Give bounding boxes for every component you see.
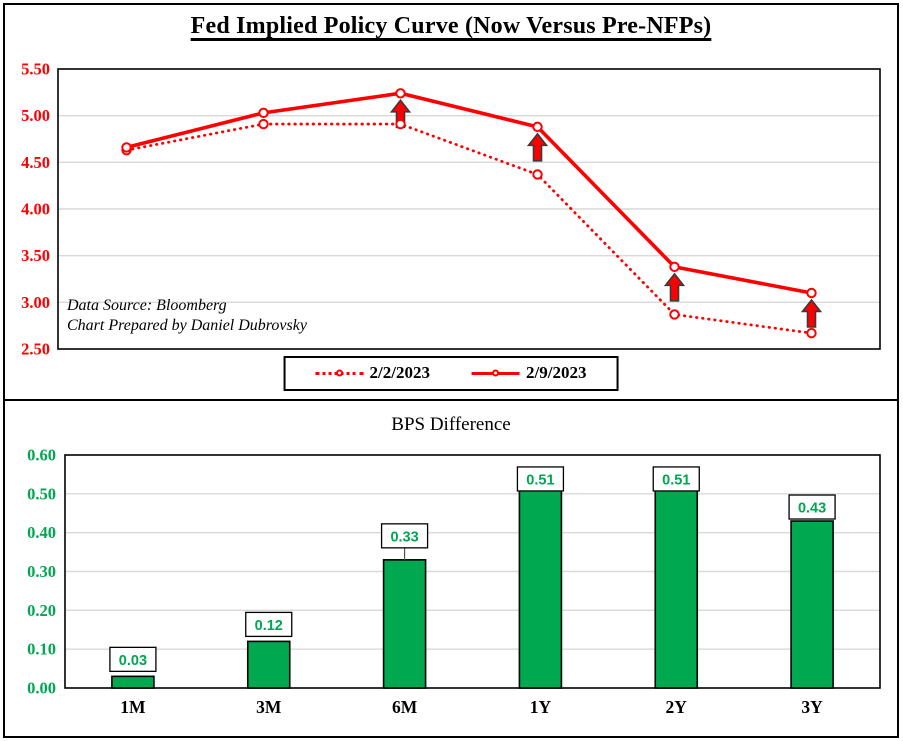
value-label: 0.03 bbox=[119, 653, 147, 669]
x-axis-category-label: 1M bbox=[120, 697, 146, 717]
legend-label: 2/2/2023 bbox=[369, 363, 430, 382]
legend: 2/2/2023 2/9/2023 bbox=[283, 356, 619, 391]
x-axis-category-label: 1Y bbox=[530, 697, 552, 717]
plot-border bbox=[57, 68, 881, 350]
legend-item-solid: 2/9/2023 bbox=[472, 363, 586, 383]
data-source-note: Data Source: Bloomberg bbox=[67, 297, 227, 314]
x-axis-category-label: 3Y bbox=[801, 697, 823, 717]
legend-item-dotted: 2/2/2023 bbox=[315, 363, 430, 383]
value-label-box bbox=[652, 466, 700, 492]
y-axis-tick-label: 0.00 bbox=[27, 679, 56, 698]
page-title: Fed Implied Policy Curve (Now Versus Pre… bbox=[190, 13, 712, 39]
y-axis-tick-label: 5.00 bbox=[21, 106, 50, 125]
y-axis-tick-label: 0.10 bbox=[27, 640, 56, 659]
x-axis-category-label: 3M bbox=[256, 697, 282, 717]
data-point-marker bbox=[121, 142, 132, 153]
data-point-marker bbox=[395, 118, 406, 130]
series-line-dotted bbox=[125, 122, 813, 335]
y-axis-tick-label: 5.50 bbox=[21, 60, 50, 79]
data-point-marker bbox=[806, 287, 817, 299]
chart-frame: Fed Implied Policy Curve (Now Versus Pre… bbox=[3, 3, 899, 738]
up-arrow-icon bbox=[526, 132, 549, 162]
bar-chart-panel: BPS Difference 0.60 0.50 0.40 0.30 0.20 0.10 0… bbox=[5, 401, 897, 734]
bar bbox=[246, 640, 291, 689]
data-point-marker bbox=[806, 327, 817, 339]
bar bbox=[382, 559, 427, 689]
legend-label: 2/9/2023 bbox=[526, 363, 587, 382]
y-axis-tick-label: 0.30 bbox=[27, 562, 56, 581]
value-label-box bbox=[516, 466, 565, 492]
y-axis-tick-label: 0.50 bbox=[27, 484, 56, 503]
circle-marker-icon bbox=[492, 369, 500, 377]
y-axis-tick-label: 0.60 bbox=[27, 446, 56, 465]
y-axis-tick-label: 4.50 bbox=[21, 153, 50, 172]
data-point-marker bbox=[532, 169, 543, 180]
prepared-by-note: Chart Prepared by Daniel Dubrovsky bbox=[67, 317, 307, 334]
y-axis-tick-label: 0.40 bbox=[27, 523, 56, 542]
value-label-box bbox=[380, 523, 429, 549]
x-axis-category-label: 2Y bbox=[666, 697, 688, 717]
data-point-marker bbox=[532, 121, 543, 133]
value-label-box bbox=[109, 646, 157, 673]
value-label: 0.12 bbox=[255, 618, 283, 634]
solid-line-swatch-icon bbox=[472, 368, 520, 378]
up-arrow-icon bbox=[800, 298, 823, 328]
data-point-marker bbox=[258, 118, 269, 130]
value-label: 0.33 bbox=[390, 529, 418, 545]
bar bbox=[111, 675, 155, 689]
value-label: 0.51 bbox=[526, 472, 554, 488]
value-label-box bbox=[788, 494, 836, 520]
chart-notes: Data Source: Bloomberg Chart Prepared by… bbox=[67, 296, 307, 336]
y-axis-tick-label: 3.00 bbox=[21, 293, 50, 312]
plot-border bbox=[64, 454, 881, 689]
y-axis-tick-label: 4.00 bbox=[21, 200, 50, 219]
value-label: 0.51 bbox=[662, 472, 690, 488]
bar-chart-title: BPS Difference bbox=[391, 414, 511, 435]
bar bbox=[654, 489, 699, 689]
bar bbox=[790, 520, 834, 689]
value-label-box bbox=[245, 611, 293, 638]
data-point-marker bbox=[258, 107, 269, 119]
x-axis-category-label: 6M bbox=[392, 697, 418, 717]
dotted-line-swatch-icon bbox=[315, 368, 364, 378]
y-axis-tick-label: 0.20 bbox=[27, 601, 56, 620]
line-chart: 5.50 5.00 4.50 4.00 3.50 3.00 2.50 bbox=[21, 60, 881, 359]
line-chart-panel: Fed Implied Policy Curve (Now Versus Pre… bbox=[5, 5, 897, 401]
data-point-marker bbox=[669, 309, 680, 320]
y-axis-tick-label: 2.50 bbox=[21, 340, 50, 359]
bar-chart: 0.60 0.50 0.40 0.30 0.20 0.10 0.00 0.03 1M 0.12 3M… bbox=[27, 446, 881, 717]
bar bbox=[518, 489, 563, 689]
y-axis-tick-label: 3.50 bbox=[21, 246, 50, 265]
data-point-marker bbox=[395, 88, 406, 99]
data-point-marker bbox=[669, 261, 680, 273]
value-label: 0.43 bbox=[798, 501, 826, 517]
circle-marker-icon bbox=[336, 369, 344, 377]
series-line-solid bbox=[126, 91, 812, 295]
up-arrow-icon bbox=[663, 272, 686, 302]
